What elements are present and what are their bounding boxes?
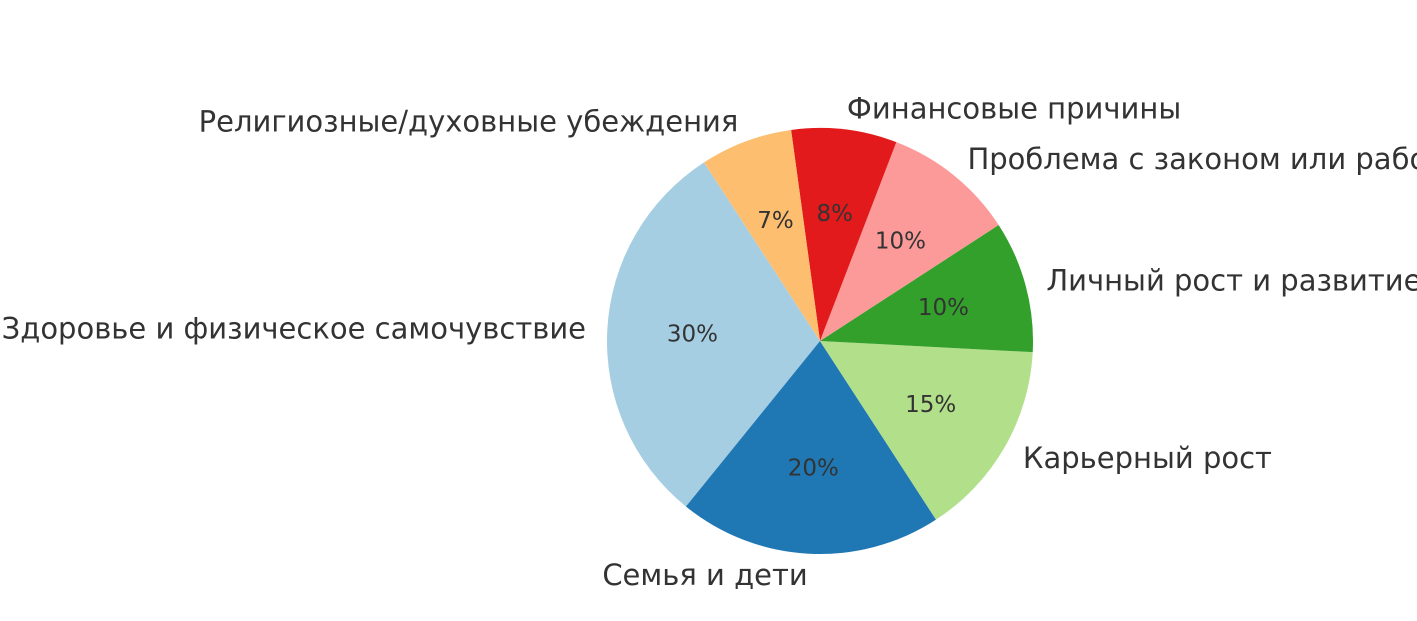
percent-label: 20% <box>788 456 839 482</box>
category-label: Здоровье и физическое самочувствие <box>2 312 586 346</box>
pie-slice-личный-рост-и-развитие <box>820 224 1033 353</box>
percent-label: 10% <box>918 295 969 321</box>
percent-label: 30% <box>667 321 718 347</box>
pie-slice-семья-и-дети <box>685 341 937 555</box>
category-label: Личный рост и развитие <box>1046 263 1417 297</box>
category-label: Карьерный рост <box>1023 441 1272 475</box>
pie-slice-здоровье-и-физическое-самочувствие <box>606 162 820 507</box>
pie-slices <box>606 128 1033 555</box>
category-label: Финансовые причины <box>847 91 1181 125</box>
category-label: Семья и дети <box>602 558 807 592</box>
pie-slice-религиозные-духовные-убеждения <box>703 129 820 341</box>
pie-slice-карьерный-рост <box>820 341 1033 520</box>
pie-slice-проблема-с-законом-или-работой <box>820 142 999 341</box>
pie-slice-финансовые-причины <box>791 128 897 341</box>
percent-label: 8% <box>816 201 853 227</box>
percent-label: 15% <box>905 392 956 418</box>
percent-label: 7% <box>757 208 794 234</box>
category-labels: Здоровье и физическое самочувствие Семья … <box>2 91 1417 592</box>
percent-label: 10% <box>875 229 926 255</box>
category-label: Религиозные/духовные убеждения <box>199 104 739 138</box>
percent-labels: 30% 20% 15% 10% 10% 8% 7% <box>667 201 969 482</box>
category-label: Проблема с законом или работой <box>967 142 1417 176</box>
